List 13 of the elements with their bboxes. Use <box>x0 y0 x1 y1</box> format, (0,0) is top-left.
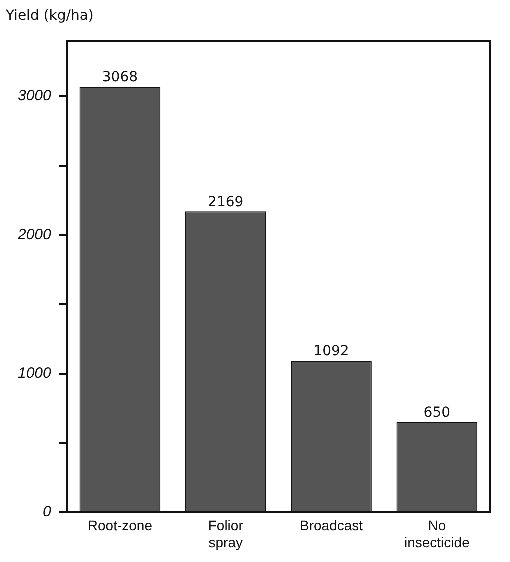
y-tick-label: 3000 <box>18 88 52 105</box>
x-tick-label: Folior spray <box>208 518 244 550</box>
data-label: 3068 <box>102 70 138 86</box>
y-tick-label: 1000 <box>18 364 52 382</box>
data-label: 1092 <box>314 344 350 360</box>
data-label: 650 <box>424 404 451 421</box>
data-label: 2169 <box>208 194 244 210</box>
y-axis-title: Yield (kg/ha) <box>6 8 94 24</box>
y-tick-label: 0 <box>43 504 52 521</box>
y-tick-label: 2000 <box>16 226 52 244</box>
x-tick-label: No insecticide <box>404 518 470 550</box>
x-tick-label: Root-zone <box>88 518 153 534</box>
x-tick-label: Broadcast <box>300 518 364 534</box>
